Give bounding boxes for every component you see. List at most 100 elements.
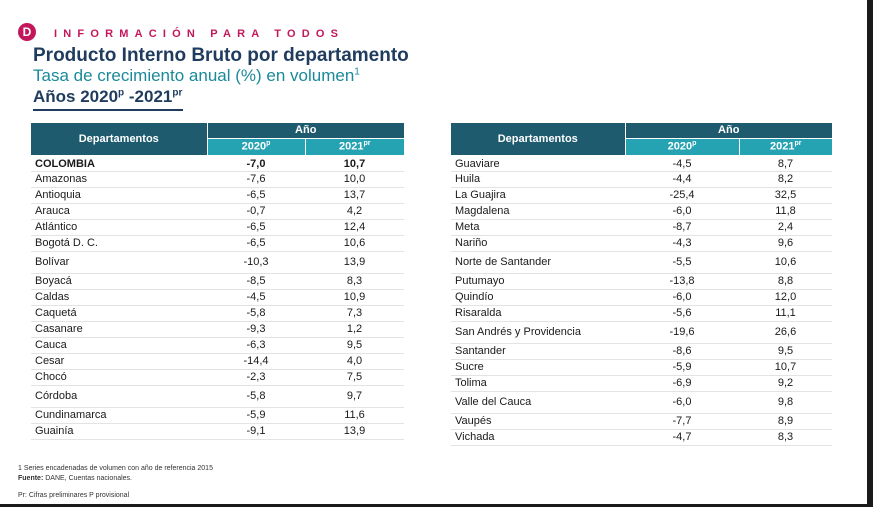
table-row: Risaralda -5,6 11,1 bbox=[451, 305, 832, 322]
value-2020: -4,5 bbox=[625, 155, 739, 172]
value-2021: 1,2 bbox=[305, 321, 404, 338]
years-heading: Años 2020p -2021pr bbox=[33, 87, 182, 107]
department-name: Caldas bbox=[31, 289, 207, 306]
value-2020: -5,8 bbox=[207, 385, 305, 408]
value-2020: -4,7 bbox=[625, 429, 739, 446]
department-name: Vichada bbox=[451, 429, 625, 446]
value-2021: 13,9 bbox=[305, 423, 404, 440]
table-row: Atlántico -6,5 12,4 bbox=[31, 219, 404, 236]
value-2021: 12,0 bbox=[739, 289, 832, 306]
value-2021: 11,8 bbox=[739, 203, 832, 220]
value-2020: -6,5 bbox=[207, 219, 305, 236]
table-row: Córdoba -5,8 9,7 bbox=[31, 385, 404, 408]
value-2021: 10,6 bbox=[739, 251, 832, 274]
department-name: Chocó bbox=[31, 369, 207, 386]
value-2020: -7,6 bbox=[207, 171, 305, 188]
table-row: Santander -8,6 9,5 bbox=[451, 343, 832, 360]
gdp-table-right: Departamentos Año 2020p 2021pr Guaviare -… bbox=[451, 123, 832, 446]
col-header-2021: 2021pr bbox=[304, 137, 404, 155]
value-2020: -5,5 bbox=[625, 251, 739, 274]
table-row: Caldas -4,5 10,9 bbox=[31, 289, 404, 306]
table-row: Magdalena -6,0 11,8 bbox=[451, 203, 832, 220]
department-name: Guaviare bbox=[451, 155, 625, 172]
department-name: Caquetá bbox=[31, 305, 207, 322]
table-row: Amazonas -7,6 10,0 bbox=[31, 171, 404, 188]
footnote-source: Fuente: DANE, Cuentas nacionales. bbox=[18, 475, 132, 482]
department-name: Huila bbox=[451, 171, 625, 188]
value-2020: -19,6 bbox=[625, 321, 739, 344]
table-row: San Andrés y Providencia -19,6 26,6 bbox=[451, 321, 832, 344]
gdp-table-left: Departamentos Año 2020p 2021pr COLOMBIA -… bbox=[31, 123, 404, 440]
value-2020: -6,5 bbox=[207, 235, 305, 252]
value-2021: 8,7 bbox=[739, 155, 832, 172]
table-row: Chocó -2,3 7,5 bbox=[31, 369, 404, 386]
value-2021: 7,3 bbox=[305, 305, 404, 322]
value-2020: -9,3 bbox=[207, 321, 305, 338]
col-header-ano: Año bbox=[624, 123, 832, 138]
department-name: Magdalena bbox=[451, 203, 625, 220]
value-2020: -5,9 bbox=[625, 359, 739, 376]
value-2020: -6,0 bbox=[625, 289, 739, 306]
source-label: Fuente: bbox=[18, 475, 44, 482]
value-2020: -6,0 bbox=[625, 203, 739, 220]
table-row: Cundinamarca -5,9 11,6 bbox=[31, 407, 404, 424]
department-name: COLOMBIA bbox=[31, 155, 207, 172]
value-2021: 9,5 bbox=[305, 337, 404, 354]
department-name: Casanare bbox=[31, 321, 207, 338]
department-name: San Andrés y Providencia bbox=[451, 321, 625, 344]
value-2021: 9,8 bbox=[739, 391, 832, 414]
table-row: Quindío -6,0 12,0 bbox=[451, 289, 832, 306]
value-2021: 8,8 bbox=[739, 273, 832, 290]
table-row: COLOMBIA -7,0 10,7 bbox=[31, 155, 404, 172]
col-header-departamentos: Departamentos bbox=[451, 123, 625, 155]
value-2021: 8,2 bbox=[739, 171, 832, 188]
col-header-2021-label: 2021 bbox=[339, 141, 364, 154]
department-name: Boyacá bbox=[31, 273, 207, 290]
table-row: Cesar -14,4 4,0 bbox=[31, 353, 404, 370]
value-2021: 9,7 bbox=[305, 385, 404, 408]
value-2020: -4,5 bbox=[207, 289, 305, 306]
department-name: Putumayo bbox=[451, 273, 625, 290]
value-2021: 13,9 bbox=[305, 251, 404, 274]
value-2021: 10,9 bbox=[305, 289, 404, 306]
department-name: Córdoba bbox=[31, 385, 207, 408]
footnote-series: 1 Series encadenadas de volumen con año … bbox=[18, 465, 213, 472]
table-row: Arauca -0,7 4,2 bbox=[31, 203, 404, 220]
value-2020: -5,8 bbox=[207, 305, 305, 322]
table-row: Huila -4,4 8,2 bbox=[451, 171, 832, 188]
page-subtitle: Tasa de crecimiento anual (%) en volumen… bbox=[33, 66, 360, 86]
value-2020: -5,6 bbox=[625, 305, 739, 322]
value-2020: -6,9 bbox=[625, 375, 739, 392]
department-name: Meta bbox=[451, 219, 625, 236]
table-row: Antioquia -6,5 13,7 bbox=[31, 187, 404, 204]
value-2021: 2,4 bbox=[739, 219, 832, 236]
department-name: Santander bbox=[451, 343, 625, 360]
subtitle-text: Tasa de crecimiento anual (%) en volumen bbox=[33, 66, 355, 85]
col-header-2020-label: 2020 bbox=[241, 141, 267, 154]
department-name: Sucre bbox=[451, 359, 625, 376]
col-header-2021-sup: pr bbox=[363, 140, 371, 148]
table-row: Norte de Santander -5,5 10,6 bbox=[451, 251, 832, 274]
value-2021: 4,0 bbox=[305, 353, 404, 370]
years-b: -2021 bbox=[124, 87, 173, 106]
value-2021: 8,9 bbox=[739, 413, 832, 430]
years-a: Años 2020 bbox=[33, 87, 119, 106]
department-name: Cauca bbox=[31, 337, 207, 354]
col-header-2020: 2020p bbox=[206, 137, 305, 155]
years-a-sup: p bbox=[118, 87, 125, 99]
window-edge-bottom bbox=[0, 504, 873, 507]
table-row: Putumayo -13,8 8,8 bbox=[451, 273, 832, 290]
value-2021: 13,7 bbox=[305, 187, 404, 204]
department-name: Tolima bbox=[451, 375, 625, 392]
department-name: Atlántico bbox=[31, 219, 207, 236]
value-2020: -8,7 bbox=[625, 219, 739, 236]
subtitle-footnote-mark: 1 bbox=[354, 66, 360, 78]
value-2020: -8,5 bbox=[207, 273, 305, 290]
footnote-preliminary: Pr: Cifras preliminares P provisional bbox=[18, 492, 130, 499]
department-name: Norte de Santander bbox=[451, 251, 625, 274]
value-2021: 10,7 bbox=[739, 359, 832, 376]
window-edge-right bbox=[867, 0, 873, 507]
value-2020: -6,0 bbox=[625, 391, 739, 414]
value-2020: -14,4 bbox=[207, 353, 305, 370]
col-header-departamentos: Departamentos bbox=[31, 123, 207, 155]
